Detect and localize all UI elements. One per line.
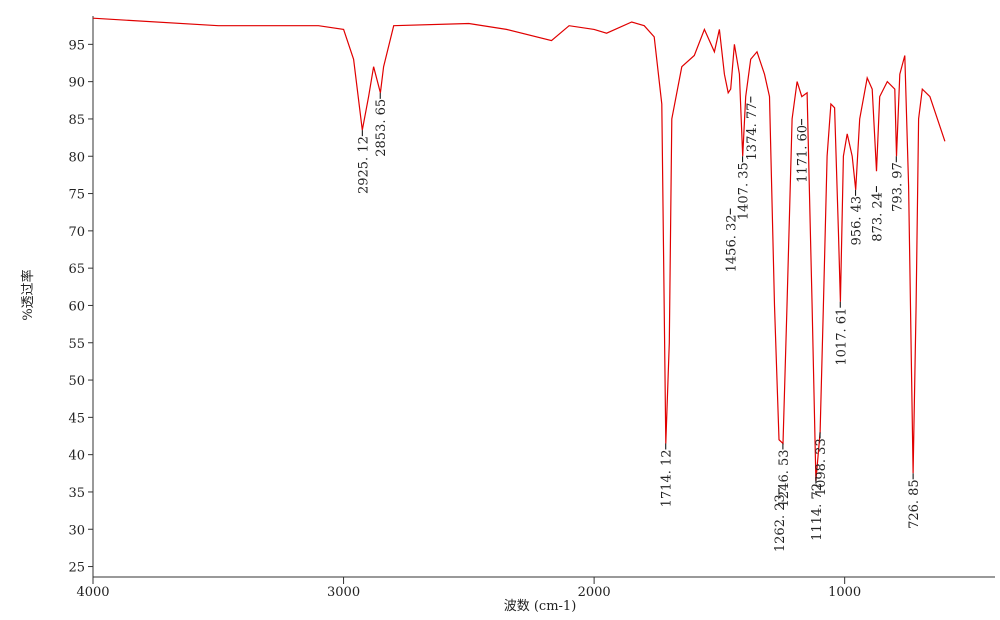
y-tick-label: 65 <box>68 262 85 277</box>
y-tick-label: 50 <box>68 374 85 389</box>
x-tick-label: 4000 <box>76 585 109 600</box>
spectrum-line <box>92 17 946 481</box>
y-tick-label: 80 <box>68 150 85 165</box>
y-tick-label: 95 <box>68 38 85 53</box>
y-tick-label: 30 <box>68 523 85 538</box>
peak-label: 1262. 23 <box>773 494 788 552</box>
y-tick-label: 25 <box>68 561 85 576</box>
peak-label: 1017. 61 <box>834 308 849 366</box>
peak-label: 1714. 12 <box>660 449 675 507</box>
y-tick-label: 85 <box>68 113 85 128</box>
peak-label: 1171. 60 <box>796 125 811 183</box>
x-tick-label: 2000 <box>578 585 611 600</box>
y-tick-label: 90 <box>68 76 85 91</box>
y-tick-label: 70 <box>68 225 85 240</box>
peak-label: 873. 24 <box>870 192 885 242</box>
y-tick-label: 35 <box>68 486 85 501</box>
x-tick-label: 1000 <box>828 585 861 600</box>
peak-label: 956. 43 <box>850 196 865 246</box>
peak-label: 2853. 65 <box>374 99 389 157</box>
peak-label: 2925. 12 <box>356 136 371 194</box>
x-axis-label: 波数 (cm-1) <box>504 599 577 614</box>
peak-label: 1098. 33 <box>814 438 829 496</box>
peak-label: 1407. 35 <box>737 162 752 220</box>
peak-label: 793. 97 <box>890 162 905 212</box>
x-tick-label: 3000 <box>327 585 360 600</box>
y-tick-label: 75 <box>68 188 85 203</box>
peak-label: 1456. 32 <box>724 214 739 272</box>
peak-label: 1246. 53 <box>777 449 792 507</box>
peak-label: 726. 85 <box>907 479 922 529</box>
y-tick-label: 55 <box>68 337 85 352</box>
y-axis-label: %透过率 <box>20 269 36 320</box>
y-tick-label: 40 <box>68 449 85 464</box>
y-tick-label: 45 <box>68 411 85 426</box>
y-tick-label: 60 <box>68 299 85 314</box>
peak-label: 1114. 72 <box>810 483 825 541</box>
peak-label: 1374. 77 <box>745 103 760 161</box>
